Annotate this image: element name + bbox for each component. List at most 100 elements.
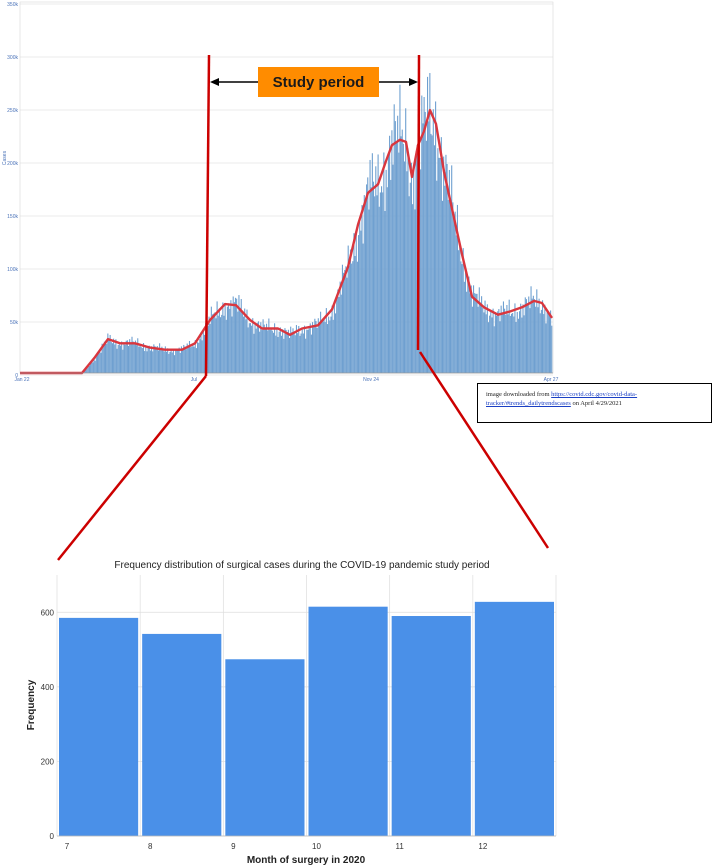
cases-daily-bar bbox=[254, 323, 256, 373]
cases-daily-bar bbox=[516, 312, 518, 373]
cases-daily-bar bbox=[240, 299, 242, 373]
cases-daily-bar bbox=[482, 307, 484, 373]
cases-daily-bar bbox=[140, 347, 142, 373]
cases-y-tick-label: 350k bbox=[7, 2, 18, 8]
cases-daily-bar bbox=[130, 343, 132, 373]
cases-daily-bar bbox=[321, 321, 323, 373]
cases-daily-bar bbox=[256, 322, 258, 373]
cases-daily-bar bbox=[149, 350, 151, 373]
cases-daily-bar bbox=[251, 325, 253, 373]
surgical-bar-month-12 bbox=[474, 601, 554, 836]
cases-daily-bar bbox=[435, 101, 437, 374]
cases-daily-bar bbox=[325, 308, 327, 373]
cases-daily-bar bbox=[88, 365, 90, 373]
cases-daily-bar bbox=[336, 294, 338, 373]
cases-daily-bar bbox=[316, 327, 318, 373]
cases-daily-bar bbox=[148, 345, 150, 373]
source-link[interactable]: https://covid.cdc.gov/covid-data-tracker… bbox=[486, 391, 638, 407]
cases-daily-bar bbox=[466, 291, 468, 373]
cases-daily-bar bbox=[167, 348, 169, 373]
cases-daily-bar bbox=[264, 328, 266, 373]
cases-daily-bar bbox=[116, 348, 118, 373]
cases-daily-bar bbox=[286, 332, 288, 373]
cases-daily-bar bbox=[536, 289, 538, 373]
cases-daily-bar bbox=[318, 324, 320, 373]
cases-daily-bar bbox=[521, 317, 523, 373]
cases-daily-bar bbox=[389, 135, 391, 373]
cases-daily-bar bbox=[176, 350, 178, 373]
cases-y-tick-label: 0 bbox=[15, 373, 18, 379]
cases-daily-bar bbox=[298, 325, 300, 373]
cases-daily-bar bbox=[295, 325, 297, 373]
cases-daily-bar bbox=[187, 347, 189, 373]
cases-y-axis-label: Cases bbox=[2, 150, 8, 165]
cases-daily-bar bbox=[272, 332, 274, 373]
cases-daily-bar bbox=[237, 311, 239, 373]
cases-daily-bar bbox=[243, 316, 245, 373]
cases-daily-bar bbox=[486, 304, 488, 373]
cases-daily-bar bbox=[299, 335, 301, 373]
cases-daily-bar bbox=[410, 162, 412, 373]
cases-daily-bar bbox=[111, 343, 113, 373]
cases-daily-bar bbox=[162, 349, 164, 373]
cases-daily-bar bbox=[209, 323, 211, 373]
cases-daily-bar bbox=[142, 343, 145, 373]
cases-daily-bar bbox=[185, 349, 187, 373]
cases-daily-bar bbox=[289, 337, 291, 373]
surgical-x-axis-label: Month of surgery in 2020 bbox=[247, 855, 366, 866]
cases-y-tick-label: 50k bbox=[10, 320, 19, 326]
cases-daily-bar bbox=[348, 265, 350, 373]
cases-daily-bar bbox=[550, 310, 552, 373]
cases-daily-bar bbox=[160, 348, 162, 373]
cases-daily-bar bbox=[414, 209, 416, 373]
cases-daily-bar bbox=[517, 318, 519, 373]
cases-daily-bar bbox=[453, 214, 455, 373]
cases-daily-bar bbox=[180, 346, 182, 373]
cases-daily-bar bbox=[132, 341, 134, 373]
cases-daily-bar bbox=[428, 121, 430, 373]
cases-daily-bar bbox=[375, 166, 377, 373]
surgical-x-tick-label: 10 bbox=[312, 842, 321, 851]
cases-daily-bar bbox=[391, 130, 393, 373]
cases-daily-bar bbox=[500, 305, 502, 373]
cases-daily-bar bbox=[170, 349, 172, 373]
cases-daily-bar bbox=[145, 346, 147, 373]
cases-daily-bar bbox=[137, 338, 139, 373]
cases-daily-bar bbox=[479, 302, 481, 373]
cases-daily-bar bbox=[395, 140, 398, 373]
cases-y-tick-label: 300k bbox=[7, 55, 18, 61]
cases-daily-bar bbox=[320, 311, 322, 373]
cases-daily-bar bbox=[429, 73, 431, 374]
cases-daily-bar bbox=[524, 297, 526, 373]
cases-daily-bar bbox=[499, 321, 501, 373]
cases-daily-bar bbox=[394, 121, 396, 373]
study-period-label: Study period bbox=[273, 74, 365, 91]
cases-y-tick-label: 150k bbox=[7, 214, 18, 220]
cases-daily-bar bbox=[546, 311, 548, 373]
cases-daily-bar bbox=[90, 364, 92, 373]
cases-daily-bar bbox=[440, 137, 442, 373]
cases-daily-bar bbox=[372, 181, 375, 373]
cases-daily-bar bbox=[114, 344, 116, 373]
cases-daily-bar bbox=[220, 317, 222, 373]
cases-daily-bar bbox=[535, 306, 537, 373]
cases-daily-bar bbox=[515, 322, 517, 373]
cases-daily-bar bbox=[485, 314, 487, 373]
cases-daily-bar bbox=[213, 313, 215, 373]
cases-daily-bar bbox=[157, 350, 159, 373]
cases-daily-bar bbox=[398, 152, 400, 373]
cases-daily-bar bbox=[277, 336, 279, 373]
cases-daily-bar bbox=[155, 347, 157, 373]
cases-daily-bar bbox=[260, 322, 262, 373]
cases-daily-bar bbox=[262, 319, 264, 373]
cases-daily-bar bbox=[198, 342, 200, 373]
cases-daily-bar bbox=[544, 304, 546, 373]
cases-daily-bar bbox=[354, 255, 356, 373]
cases-daily-bar bbox=[474, 293, 476, 373]
surgical-y-ticks: 0 200 400 600 bbox=[41, 608, 55, 841]
cases-daily-bar bbox=[464, 268, 467, 373]
cases-daily-bar bbox=[314, 318, 316, 373]
cases-daily-bar bbox=[520, 303, 522, 373]
cases-daily-bar bbox=[103, 341, 105, 373]
cases-daily-bar bbox=[459, 243, 461, 373]
